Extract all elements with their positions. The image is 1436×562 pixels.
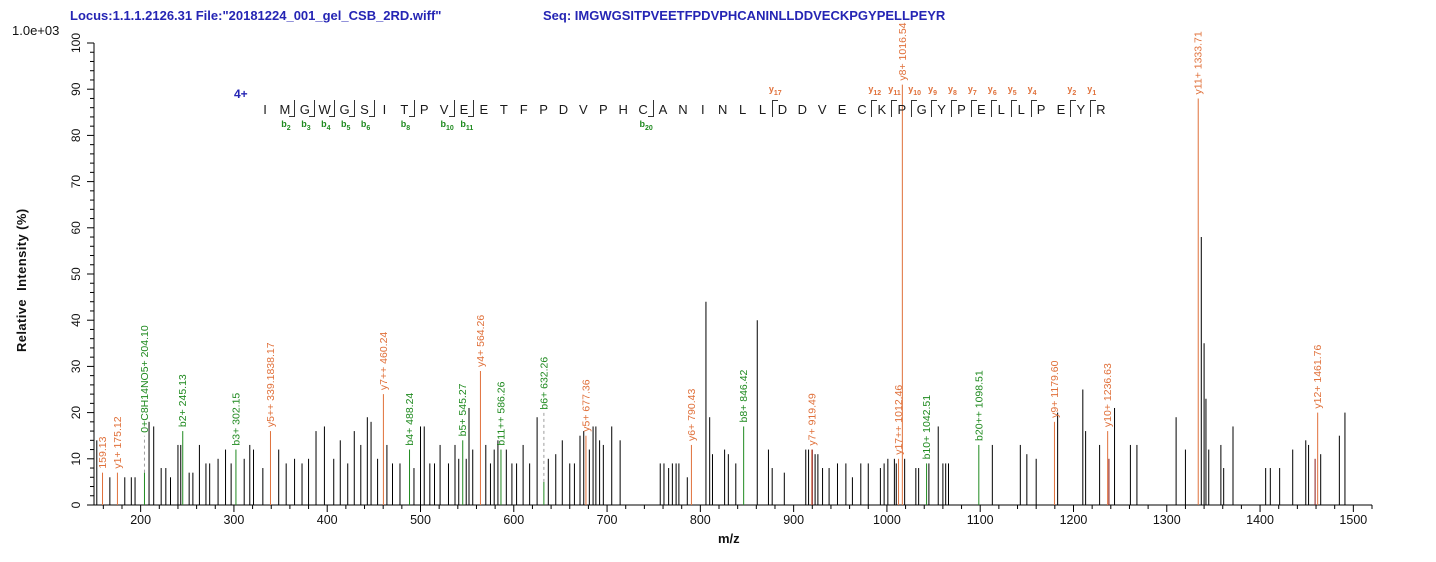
y-tick-label: 70 <box>69 175 83 189</box>
x-tick-label: 1400 <box>1246 513 1274 527</box>
peak-label: b6+ 632.26 <box>538 357 550 410</box>
sequence-label: Seq: IMGWGSITPVEETFPDVPHCANINLLDDVECKPGY… <box>543 8 946 23</box>
peak-label: y10+ 1236.63 <box>1102 363 1114 427</box>
peak-label: b8+ 846.42 <box>738 369 750 422</box>
peak-label: y5++ 339.1838.17 <box>265 342 277 427</box>
x-tick-label: 800 <box>690 513 711 527</box>
x-axis-title: m/z <box>718 531 740 546</box>
locus-file-label: Locus:1.1.1.2126.31 File:"20181224_001_g… <box>70 8 442 23</box>
peak-label: 0+C8H14NO5+ 204.10 <box>139 325 151 433</box>
y-tick-label: 60 <box>69 221 83 235</box>
peak-label: y7++ 460.24 <box>378 332 390 391</box>
peak-label: y4+ 564.26 <box>475 315 487 367</box>
y-tick-label: 80 <box>69 128 83 142</box>
peak-label: y9+ 1179.60 <box>1049 360 1061 417</box>
x-tick-label: 900 <box>783 513 804 527</box>
x-tick-label: 500 <box>410 513 431 527</box>
peak-label: y17++ 1012.46 <box>893 385 905 455</box>
y-tick-label: 0 <box>69 501 83 508</box>
peak-label: 159.13 <box>97 436 109 468</box>
peak-label: y6+ 790.43 <box>686 389 698 441</box>
x-tick-label: 700 <box>597 513 618 527</box>
x-tick-label: 200 <box>130 513 151 527</box>
x-tick-label: 1300 <box>1153 513 1181 527</box>
peak-label: y1+ 175.12 <box>112 416 124 468</box>
peak-label: b5+ 545.27 <box>457 383 469 436</box>
y-tick-label: 50 <box>69 267 83 281</box>
y-tick-label: 40 <box>69 313 83 327</box>
y-tick-label: 30 <box>69 359 83 373</box>
peak-label: b10+ 1042.51 <box>921 395 933 460</box>
peak-label: b2+ 245.13 <box>177 374 189 427</box>
x-tick-label: 300 <box>223 513 244 527</box>
y-tick-label: 90 <box>69 82 83 96</box>
y-tick-label: 10 <box>69 452 83 466</box>
peak-label: y11+ 1333.71 <box>1193 31 1205 94</box>
x-tick-label: 1000 <box>873 513 901 527</box>
y-tick-label: 20 <box>69 406 83 420</box>
peak-label: b3+ 302.15 <box>230 393 242 446</box>
peak-label: b4+ 488.24 <box>404 393 416 446</box>
x-tick-label: 1200 <box>1060 513 1088 527</box>
x-tick-label: 600 <box>503 513 524 527</box>
x-tick-label: 1500 <box>1339 513 1367 527</box>
peak-label: y5+ 677.36 <box>580 379 592 431</box>
peak-label: b20++ 1098.51 <box>973 370 985 441</box>
x-tick-label: 1100 <box>967 513 994 527</box>
peak-label: y12+ 1461.76 <box>1312 345 1324 409</box>
x-tick-label: 400 <box>317 513 338 527</box>
peak-label: y7+ 919.49 <box>806 393 818 445</box>
y-scale-label: 1.0e+03 <box>12 23 60 38</box>
y-tick-label: 100 <box>69 33 83 53</box>
peak-label: b11++ 586.26 <box>495 381 507 445</box>
peak-label: y8+ 1016.54 <box>897 22 909 80</box>
